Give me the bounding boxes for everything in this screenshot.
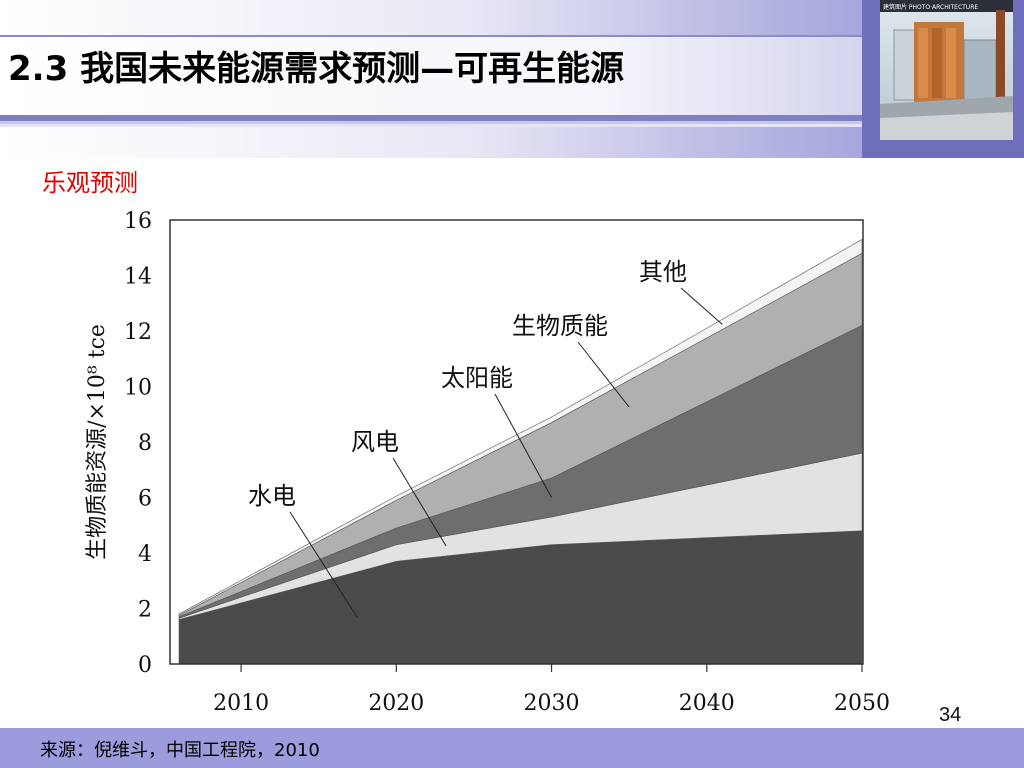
leader-line-风电 [392, 457, 447, 547]
leader-line-太阳能 [494, 393, 552, 498]
x-tick-label: 2010 [213, 691, 269, 716]
series-label-水电: 水电 [248, 482, 296, 510]
series-label-太阳能: 太阳能 [441, 364, 513, 392]
x-tick-label: 2040 [679, 691, 735, 716]
chart-subtitle: 乐观预测 [42, 169, 138, 197]
y-tick-label: 6 [138, 487, 152, 512]
y-tick-label: 2 [138, 598, 152, 623]
y-axis-ticks: 0 2 4 6 8 10 12 14 16 [124, 209, 152, 678]
x-tick-label: 2020 [368, 691, 424, 716]
leader-line-水电 [289, 511, 358, 619]
leader-line-其他 [680, 287, 723, 325]
series-label-风电: 风电 [351, 428, 399, 456]
y-tick-label: 10 [124, 376, 152, 401]
x-axis-ticks: 2010 2020 2030 2040 2050 [213, 664, 890, 716]
stacked-area-chart: 0 2 4 6 8 10 12 14 16 2010 2020 2030 2040 2050 水电 风电 太… [85, 209, 890, 716]
plot-frame [169, 219, 864, 665]
thumbnail-caption: 建筑图片 PHOTO·ARCHITECTURE [883, 3, 978, 11]
slide-title: 2.3 我国未来能源需求预测—可再生能源 [8, 49, 625, 89]
y-tick-label: 4 [138, 542, 152, 567]
y-tick-label: 14 [124, 265, 152, 290]
building-thumbnail-image: 建筑图片 PHOTO·ARCHITECTURE [880, 0, 1013, 140]
thumbnail-caption-bar [880, 0, 1013, 12]
y-axis-label: 生物质能资源/×10⁸ tce [85, 324, 110, 560]
source-note: 来源：倪维斗，中国工程院，2010 [40, 740, 320, 761]
building-image-drawing: 建筑图片 PHOTO·ARCHITECTURE [880, 0, 1013, 140]
y-tick-label: 8 [138, 431, 152, 456]
series-labels: 水电 风电 太阳能 生物质能 其他 [248, 258, 723, 619]
series-label-其他: 其他 [639, 258, 687, 286]
leader-line-生物质能 [577, 341, 630, 408]
y-tick-label: 0 [138, 653, 152, 678]
title-banner [0, 35, 862, 121]
footer-bar [0, 728, 1024, 768]
x-tick-label: 2030 [524, 691, 580, 716]
page-number: 34 [939, 704, 962, 726]
y-tick-label: 16 [124, 209, 152, 234]
x-tick-label: 2050 [834, 691, 890, 716]
area-其他 [178, 238, 863, 616]
area-水电 [178, 530, 863, 665]
series-label-生物质能: 生物质能 [512, 312, 608, 340]
chart-areas [178, 238, 863, 665]
y-tick-label: 12 [124, 320, 152, 345]
